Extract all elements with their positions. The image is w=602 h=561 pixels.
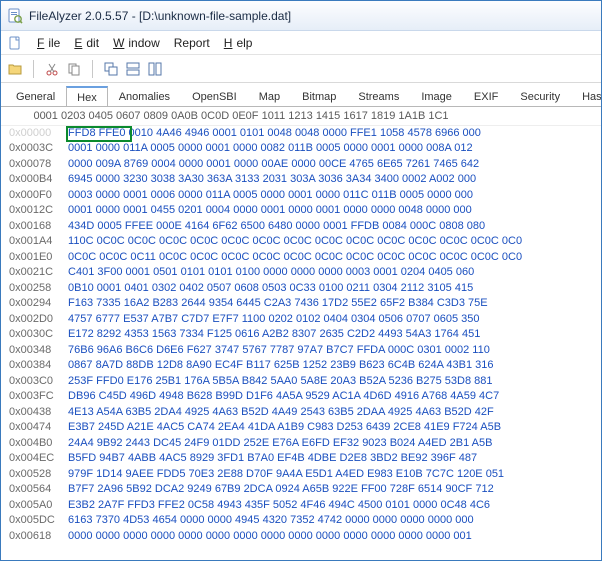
tab-opensbi[interactable]: OpenSBI xyxy=(181,86,248,106)
hex-row: 0x00528 979F 1D14 9AEE FDD5 70E3 2E88 D7… xyxy=(1,467,601,483)
hex-row: 0x00384 0867 8A7D 88DB 12D8 8A90 EC4F B1… xyxy=(1,358,601,374)
hex-row: 0x00294 F163 7335 16A2 B283 2644 9354 64… xyxy=(1,296,601,312)
tab-security[interactable]: Security xyxy=(509,86,571,106)
hex-row: 0x00438 4E13 A54A 63B5 2DA4 4925 4A63 B5… xyxy=(1,405,601,421)
hex-row: 0x0021C C401 3F00 0001 0501 0101 0101 01… xyxy=(1,265,601,281)
hex-row: 0x00258 0B10 0001 0401 0302 0402 0507 06… xyxy=(1,281,601,297)
hex-row: 0x00348 76B6 96A6 B6C6 D6E6 F627 3747 57… xyxy=(1,343,601,359)
hex-row: 0x00564 B7F7 2A96 5B92 DCA2 9249 67B9 2D… xyxy=(1,482,601,498)
tab-general[interactable]: General xyxy=(5,86,66,106)
hex-row: 0x005DC 6163 7370 4D53 4654 0000 0000 49… xyxy=(1,513,601,529)
open-icon[interactable] xyxy=(7,61,23,77)
hex-header: 0001 0203 0405 0607 0809 0A0B 0C0D 0E0F … xyxy=(1,109,601,126)
app-icon xyxy=(7,8,23,24)
hex-row: 0x003C0 253F FFD0 E176 25B1 176A 5B5A B8… xyxy=(1,374,601,390)
tab-hex[interactable]: Hex xyxy=(66,86,108,107)
tab-image[interactable]: Image xyxy=(410,86,463,106)
hex-row: 0x001E0 0C0C 0C0C 0C11 0C0C 0C0C 0C0C 0C… xyxy=(1,250,601,266)
tab-hashes[interactable]: Hashes xyxy=(571,86,601,106)
hex-row: 0x005A0 E3B2 2A7F FFD3 FFE2 0C58 4943 43… xyxy=(1,498,601,514)
hex-row: 0x0003C 0001 0000 011A 0005 0000 0001 00… xyxy=(1,141,601,157)
cut-icon[interactable] xyxy=(44,61,60,77)
tabstrip: GeneralHexAnomaliesOpenSBIMapBitmapStrea… xyxy=(1,83,601,107)
menu-file[interactable]: File xyxy=(37,36,60,50)
hex-row: 0x001A4 110C 0C0C 0C0C 0C0C 0C0C 0C0C 0C… xyxy=(1,234,601,250)
tab-bitmap[interactable]: Bitmap xyxy=(291,86,347,106)
hex-row: 0x00078 0000 009A 8769 0004 0000 0001 00… xyxy=(1,157,601,173)
window-title: FileAlyzer 2.0.5.57 - [D:\unknown-file-s… xyxy=(29,9,291,23)
toolbar xyxy=(1,55,601,83)
tab-exif[interactable]: EXIF xyxy=(463,86,509,106)
hex-row: 0x004B0 24A4 9B92 2443 DC45 24F9 01DD 25… xyxy=(1,436,601,452)
hex-row: 0x00618 0000 0000 0000 0000 0000 0000 00… xyxy=(1,529,601,545)
hex-pane: 0001 0203 0405 0607 0809 0A0B 0C0D 0E0F … xyxy=(1,107,601,544)
menu-help[interactable]: Help xyxy=(224,36,253,50)
hex-row: 0x003FC DB96 C45D 496D 4948 B628 B99D D1… xyxy=(1,389,601,405)
hex-row: 0x000F0 0003 0000 0001 0006 0000 011A 00… xyxy=(1,188,601,204)
copy-icon[interactable] xyxy=(66,61,82,77)
hex-row: 0x000B4 6945 0000 3230 3038 3A30 363A 31… xyxy=(1,172,601,188)
hex-row: 0x0030C E172 8292 4353 1563 7334 F125 06… xyxy=(1,327,601,343)
hex-row: 0x00474 E3B7 245D A21E 4AC5 CA74 2EA4 41… xyxy=(1,420,601,436)
tab-streams[interactable]: Streams xyxy=(347,86,410,106)
tab-anomalies[interactable]: Anomalies xyxy=(108,86,181,106)
file-icon xyxy=(7,35,23,51)
hex-row: 0x004EC B5FD 94B7 4ABB 4AC5 8929 3FD1 B7… xyxy=(1,451,601,467)
tile-h-icon[interactable] xyxy=(125,61,141,77)
hex-row: 0x0012C 0001 0000 0001 0455 0201 0004 00… xyxy=(1,203,601,219)
tile-v-icon[interactable] xyxy=(147,61,163,77)
menu-report[interactable]: Report xyxy=(174,36,210,50)
menu-edit[interactable]: Edit xyxy=(74,36,99,50)
hex-row: 0x00168 434D 0005 FFEE 000E 4164 6F62 65… xyxy=(1,219,601,235)
menu-window[interactable]: Window xyxy=(113,36,160,50)
cascade-icon[interactable] xyxy=(103,61,119,77)
hex-row: 0x00000 FFD8 FFE0 0010 4A46 4946 0001 01… xyxy=(1,126,601,142)
hex-row: 0x002D0 4757 6777 E537 A7B7 C7D7 E7F7 11… xyxy=(1,312,601,328)
tab-map[interactable]: Map xyxy=(248,86,291,106)
